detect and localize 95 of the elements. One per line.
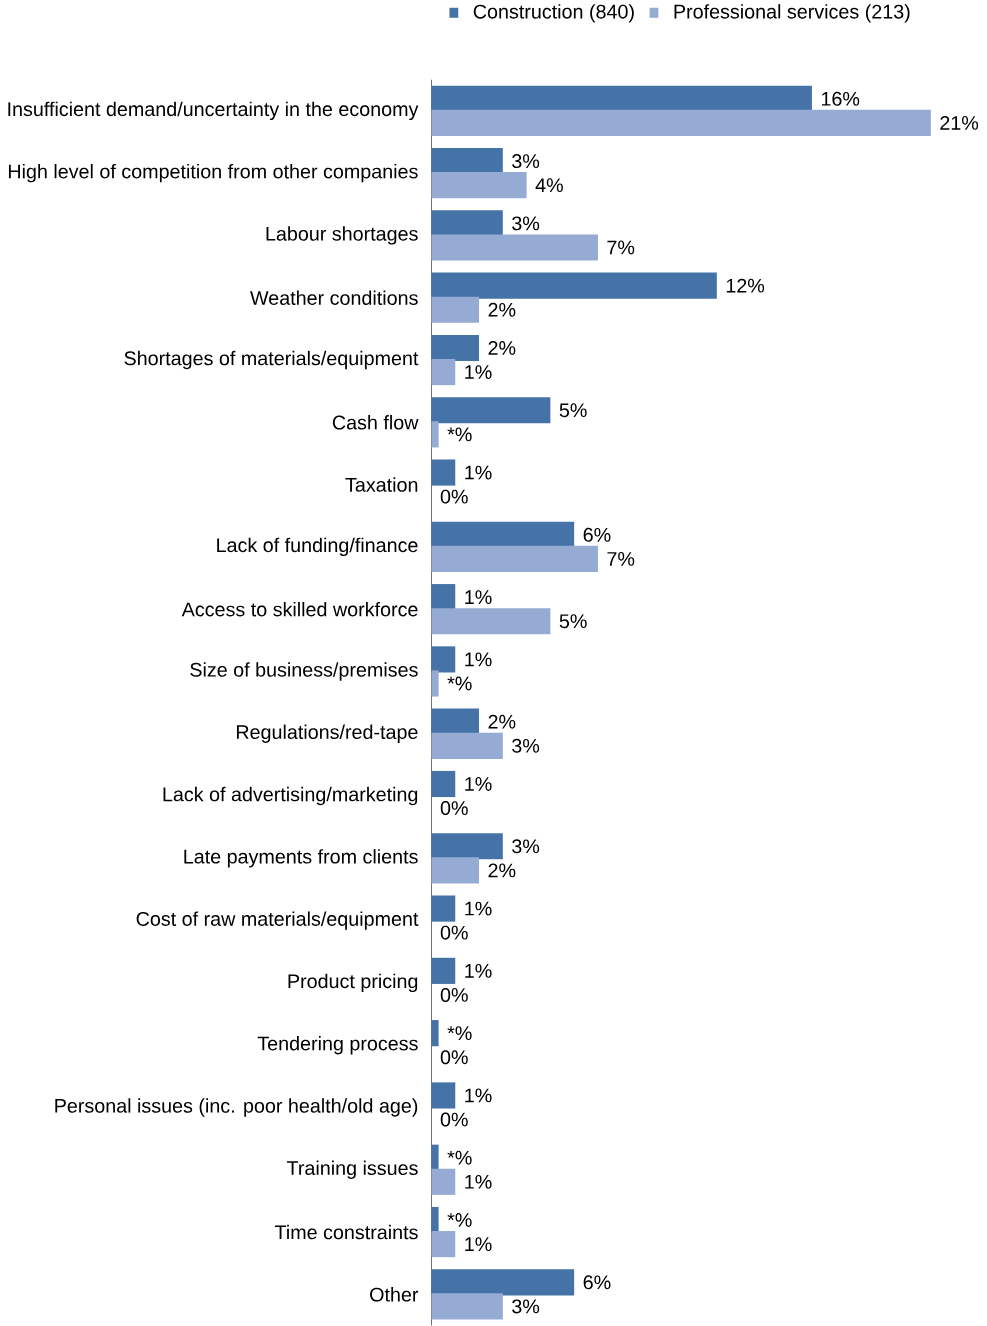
data-label: *%: [447, 1150, 472, 1165]
bar: [431, 670, 439, 697]
data-label: 7%: [607, 240, 635, 255]
data-label: 1%: [465, 777, 492, 791]
bar: [431, 957, 456, 984]
bar: [431, 1231, 456, 1258]
bar: [431, 521, 575, 548]
bar: [431, 172, 527, 199]
data-label: *%: [447, 1213, 472, 1227]
data-label: 3%: [512, 738, 540, 753]
y-tick-label: Access to skilled workforce: [181, 601, 418, 617]
bar: [431, 272, 717, 299]
bar: [431, 85, 812, 112]
data-label: 21%: [940, 115, 979, 130]
data-label: 0%: [440, 987, 468, 1002]
data-label: 1%: [465, 963, 492, 978]
data-label: 1%: [465, 1237, 492, 1252]
y-tick-label: Tendering process: [257, 1036, 418, 1055]
data-label: 5%: [559, 403, 587, 418]
bar: [431, 1269, 575, 1296]
data-label: 2%: [488, 863, 516, 878]
data-label: 1%: [465, 901, 492, 916]
bar: [431, 770, 456, 798]
data-label: 0%: [440, 489, 468, 504]
data-label: 6%: [583, 527, 611, 542]
data-label: 16%: [821, 91, 860, 106]
data-label: 0%: [440, 1050, 468, 1065]
data-label: 1%: [465, 365, 492, 379]
data-label: 3%: [512, 1299, 540, 1314]
bar: [431, 1206, 439, 1234]
data-label: 0%: [440, 925, 468, 940]
bar: [431, 234, 598, 261]
bar: [431, 857, 479, 884]
bar: [431, 1082, 456, 1109]
data-label: 3%: [512, 839, 540, 854]
y-tick-label: Cash flow: [332, 415, 419, 430]
data-label: 12%: [726, 278, 765, 293]
y-tick-label: Lack of funding/finance: [217, 537, 418, 557]
bar: [431, 608, 551, 635]
y-tick-label: Shortages of materials/equipment: [124, 350, 419, 370]
y-tick-label: Other: [370, 1287, 419, 1302]
y-tick-label: Regulations/red-tape: [236, 724, 418, 743]
bar: [431, 833, 503, 860]
y-tick-label: Insufficient demand/uncertainty in the economy: [8, 101, 419, 121]
y-tick-label: Training issues: [286, 1160, 418, 1179]
y-tick-label: Late payments from clients: [184, 849, 418, 868]
bar: [431, 296, 479, 323]
y-tick-label: Size of business/premises: [190, 662, 418, 681]
data-label: 0%: [440, 1112, 468, 1127]
data-label: 1%: [465, 1088, 492, 1103]
bar: [431, 397, 551, 424]
y-tick-label: Product pricing: [288, 973, 418, 993]
data-label: 5%: [559, 614, 587, 629]
data-label: *%: [447, 676, 472, 691]
data-label: 1%: [465, 652, 492, 667]
data-label: 3%: [512, 216, 540, 231]
bar: [431, 1293, 503, 1320]
data-label: 1%: [465, 590, 492, 605]
data-label: 1%: [465, 1174, 492, 1189]
y-tick-label: Weather conditions: [250, 290, 418, 305]
y-tick-label: Taxation: [345, 477, 418, 492]
data-label: 3%: [512, 154, 540, 169]
bar: [431, 148, 503, 175]
data-label: 2%: [488, 341, 516, 355]
data-label: 2%: [488, 714, 516, 729]
bar: [431, 708, 479, 735]
bar: [431, 895, 456, 922]
legend-label: Professional services (213): [674, 4, 910, 23]
data-label: 0%: [440, 801, 468, 816]
data-label: 2%: [488, 302, 516, 317]
bar: [431, 109, 931, 136]
legend-label: Construction (840): [473, 4, 634, 23]
data-label: 4%: [535, 178, 563, 193]
bar: [431, 334, 479, 362]
data-label: *%: [447, 1026, 472, 1041]
y-tick-label: Lack of advertising/marketing: [163, 786, 418, 806]
bar: [431, 459, 456, 486]
bar: [431, 1144, 439, 1171]
data-label: 7%: [607, 552, 635, 566]
bar: [431, 584, 456, 611]
y-tick-label: Time constraints: [274, 1224, 418, 1240]
y-tick-label: High level of competition from other companies: [8, 163, 418, 183]
bar: [431, 1168, 456, 1195]
bar: [431, 1020, 439, 1047]
data-label: 1%: [465, 465, 492, 480]
y-tick-label: Labour shortages: [266, 226, 418, 245]
bar: [431, 421, 439, 448]
y-tick-label: Cost of raw materials/equipment: [136, 911, 419, 930]
data-label: 6%: [583, 1275, 611, 1290]
y-tick-label: Personal issues (inc. poor health/old age): [55, 1098, 418, 1117]
bar: [431, 732, 503, 759]
bar: [431, 646, 456, 673]
bar: [431, 358, 456, 386]
bar: [431, 545, 598, 573]
data-label: *%: [447, 427, 472, 442]
